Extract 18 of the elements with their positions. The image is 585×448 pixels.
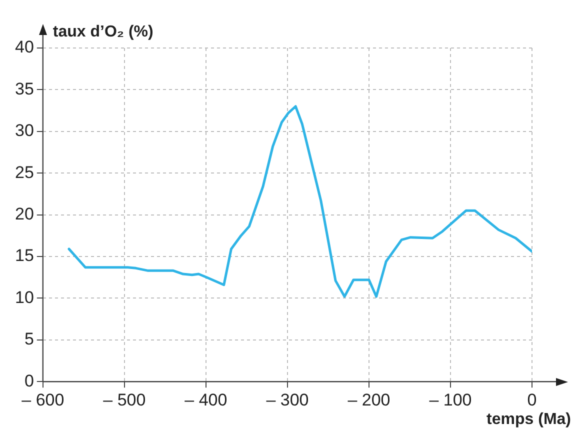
y-tick-label: 25 (14, 162, 34, 182)
y-tick-label: 35 (14, 79, 34, 98)
x-tick-label: – 300 (266, 390, 309, 410)
x-tick-label: – 500 (103, 390, 146, 410)
x-tick-label: – 200 (348, 390, 390, 410)
x-tick-label: 0 (527, 390, 537, 410)
y-axis-title: taux d’O₂ (%) (52, 23, 154, 40)
y-tick-label: 10 (14, 288, 34, 307)
y-tick-label: 5 (24, 330, 34, 349)
x-axis-title: temps (Ma) (486, 411, 571, 428)
y-tick-label: 30 (14, 121, 34, 140)
y-tick-label: 40 (14, 38, 34, 57)
y-tick-label: 0 (24, 371, 34, 390)
y-tick-label: 20 (14, 204, 34, 224)
x-tick-label: – 100 (429, 390, 472, 410)
x-tick-label: – 600 (22, 390, 64, 410)
x-tick-label: – 400 (184, 390, 228, 410)
y-tick-label: 15 (14, 246, 34, 266)
